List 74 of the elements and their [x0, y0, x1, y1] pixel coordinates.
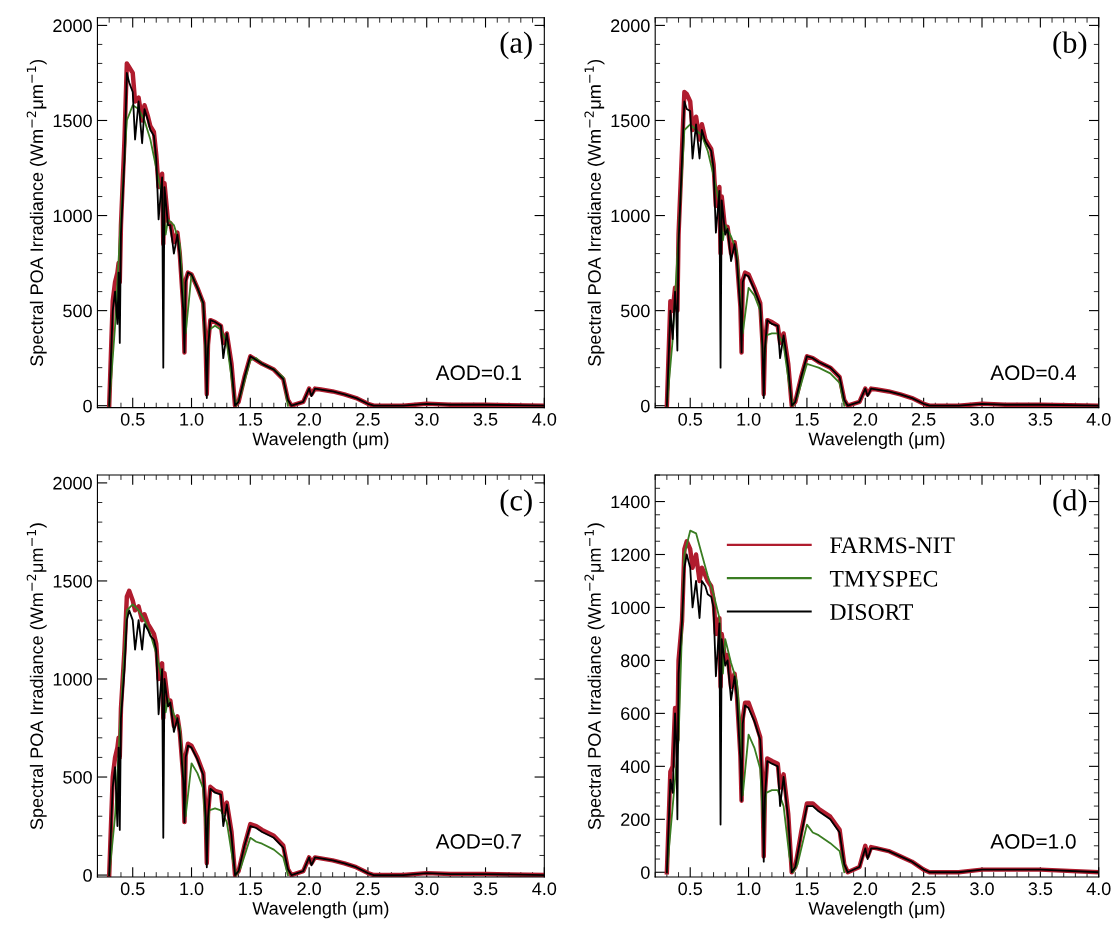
x-tick-label: 1.5 [795, 882, 819, 896]
y-tick-label: 2000 [53, 19, 92, 33]
x-axis-title: Wavelength (μm) [252, 432, 389, 449]
y-tick-label: 1000 [611, 209, 650, 223]
y-tick-label: 1000 [611, 601, 650, 615]
x-tick-label: 1.0 [180, 882, 204, 896]
x-tick-label: 2.0 [297, 882, 321, 896]
annotation: (c) [500, 489, 532, 517]
y-axis-title: Spectral POA Irradiance (Wm$^{−2}$μm$^{−1}$) [26, 59, 47, 366]
y-tick-label: 0 [83, 399, 92, 413]
x-axis-title: Wavelength (μm) [808, 901, 945, 919]
annotation: (a) [500, 31, 532, 60]
x-tick-label: 1.5 [239, 882, 263, 896]
annotation: AOD=0.7 [435, 834, 521, 849]
x-tick-label: 3.5 [473, 412, 498, 426]
x-tick-label: 3.5 [1028, 412, 1053, 426]
y-tick-label: 0 [641, 866, 650, 879]
y-tick-label: 200 [621, 813, 650, 827]
y-tick-label: 500 [63, 304, 92, 318]
x-tick-label: 0.5 [120, 882, 145, 896]
x-axis-title: Wavelength (μm) [808, 432, 945, 449]
x-tick-label: 2.5 [356, 412, 380, 426]
x-axis-title: Wavelength (μm) [252, 901, 389, 919]
y-tick-label: 1000 [53, 672, 92, 686]
y-axis-title: Spectral POA Irradiance (Wm$^{−2}$μm$^{−1}$) [584, 59, 605, 366]
x-tick-label: 3.0 [970, 882, 994, 896]
y-tick-label: 500 [63, 770, 92, 784]
x-tick-label: 1.5 [239, 413, 263, 426]
annotation: (b) [1053, 31, 1087, 60]
x-tick-label: 2.5 [912, 412, 936, 426]
y-tick-label: 800 [621, 654, 650, 668]
y-tick-label: 2000 [53, 476, 92, 490]
x-tick-label: 2.0 [853, 882, 878, 896]
legend-label: FARMS-NIT [830, 537, 955, 554]
y-tick-label: 500 [620, 304, 650, 318]
x-tick-label: 4.0 [532, 412, 557, 426]
y-tick-label: 1500 [611, 114, 650, 128]
x-tick-label: 2.5 [356, 882, 380, 896]
y-tick-label: 2000 [611, 19, 650, 33]
x-tick-label: 2.0 [853, 412, 878, 426]
legend-label: TMYSPEC [829, 570, 938, 587]
x-tick-label: 3.5 [473, 882, 498, 896]
x-tick-label: 0.5 [678, 882, 703, 896]
x-tick-label: 2.5 [912, 882, 936, 896]
x-tick-label: 1.5 [795, 413, 819, 426]
legend-label: DISORT [830, 604, 913, 620]
y-tick-label: 400 [620, 760, 650, 774]
y-tick-label: 1000 [53, 209, 92, 223]
x-tick-label: 3.0 [414, 882, 439, 896]
x-tick-label: 0.5 [120, 412, 145, 426]
y-tick-label: 1500 [53, 114, 92, 128]
x-tick-label: 3.0 [414, 412, 439, 426]
annotation: AOD=0.4 [990, 365, 1076, 381]
y-tick-label: 1200 [611, 548, 650, 562]
y-tick-label: 0 [83, 869, 92, 882]
y-axis-title: Spectral POA Irradiance (Wm$^{−2}$μm$^{−1}$) [584, 523, 605, 830]
annotation: AOD=1.0 [990, 834, 1076, 849]
x-tick-label: 0.5 [678, 412, 703, 426]
annotation: (d) [1053, 489, 1087, 517]
x-tick-label: 4.0 [1086, 412, 1111, 426]
x-tick-label: 1.0 [737, 412, 761, 426]
x-tick-label: 2.0 [297, 412, 321, 426]
x-tick-label: 1.0 [180, 412, 204, 426]
y-tick-label: 1500 [53, 574, 92, 588]
annotation: AOD=0.1 [435, 365, 521, 381]
x-tick-label: 4.0 [532, 882, 557, 896]
y-axis-title: Spectral POA Irradiance (Wm$^{−2}$μm$^{−1}$) [26, 523, 47, 830]
x-tick-label: 3.5 [1028, 882, 1053, 896]
x-tick-label: 1.0 [737, 882, 761, 896]
y-tick-label: 0 [641, 399, 650, 413]
y-tick-label: 600 [621, 707, 650, 721]
x-tick-label: 3.0 [970, 412, 994, 426]
x-tick-label: 4.0 [1086, 882, 1111, 896]
y-tick-label: 1400 [611, 495, 650, 509]
